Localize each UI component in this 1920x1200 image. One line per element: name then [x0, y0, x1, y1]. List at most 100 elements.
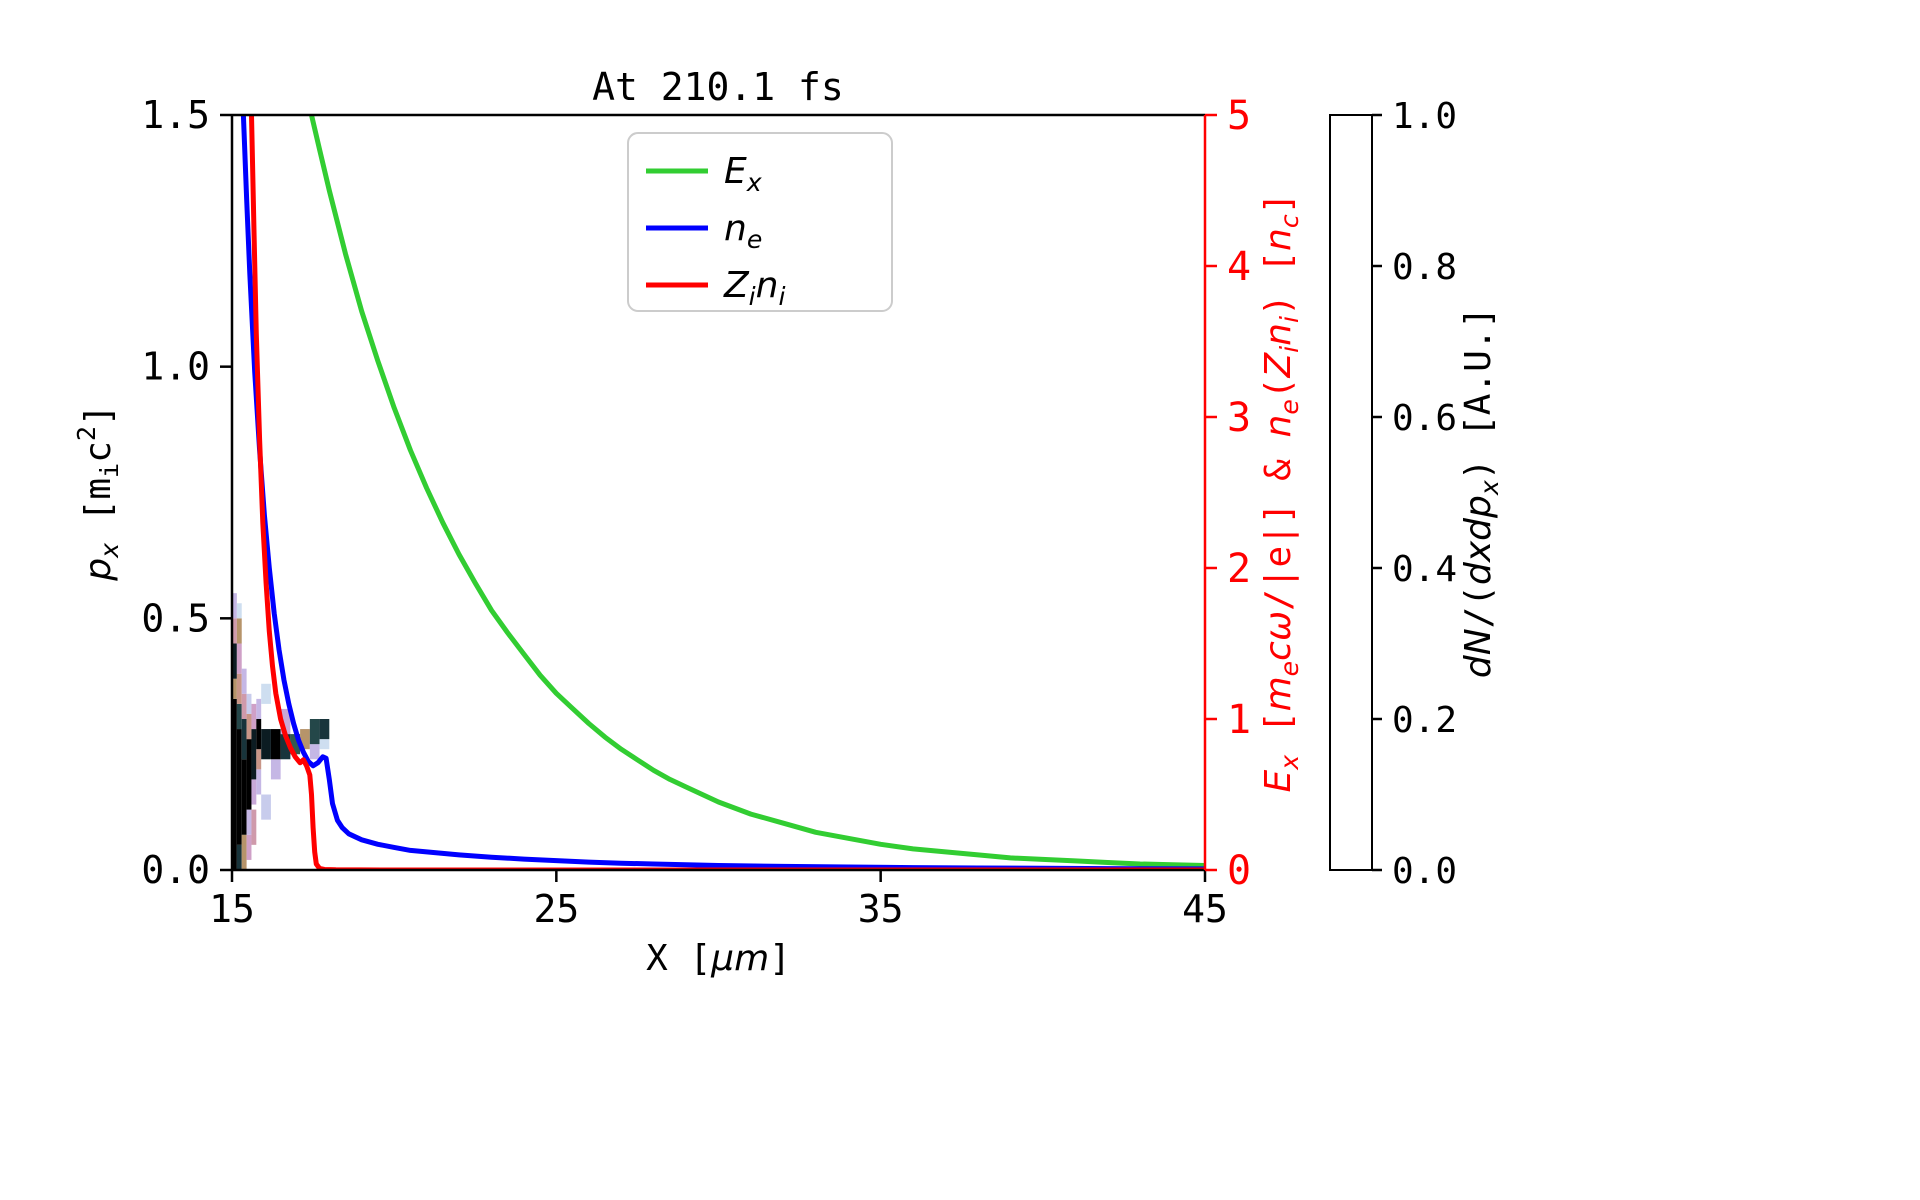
label-segment: c: [78, 441, 119, 463]
label-segment: i: [1275, 316, 1304, 323]
label-segment: E: [1258, 769, 1299, 792]
label-segment: /(: [1458, 585, 1499, 628]
chart-title: At 210.1 fs: [592, 65, 844, 109]
label-segment: [m: [78, 478, 119, 543]
colorbar-tick-label: 0.8: [1392, 247, 1457, 288]
x-axis-label: X [μm]: [646, 938, 791, 979]
label-segment: x: [1475, 479, 1504, 496]
colorbar-tick-label: 0.0: [1392, 851, 1457, 892]
heatmap-cell: [232, 678, 237, 699]
heatmap-cell: [309, 719, 320, 745]
label-segment: i: [95, 463, 124, 478]
label-segment: e: [1275, 399, 1304, 415]
label-segment: ]: [1258, 193, 1299, 215]
legend-box: [627, 132, 893, 312]
label-segment: Z: [723, 265, 750, 306]
heatmap-cell: [319, 739, 330, 750]
heatmap-cell: [256, 769, 262, 795]
colorbar-label: dN/(dxdpx) [A.U.]: [1458, 307, 1504, 678]
heatmap-cell: [241, 759, 247, 835]
heatmap-cell: [232, 593, 237, 619]
y-right-tick-label: 5: [1227, 93, 1251, 139]
heatmap-cell: [241, 693, 247, 719]
series-line-Ex: [308, 115, 1205, 868]
heatmap-cell: [251, 809, 257, 845]
label-segment: E: [724, 151, 747, 192]
heatmap-cell: [261, 729, 271, 760]
y-right-tick-label: 0: [1227, 848, 1251, 894]
heatmap-cell: [261, 794, 271, 820]
y-right-tick-label: 2: [1227, 546, 1251, 592]
heatmap-cell: [261, 683, 271, 704]
heatmap-cell: [246, 809, 252, 835]
label-segment: ) [A.U.]: [1458, 307, 1499, 480]
label-segment: μm: [710, 938, 769, 979]
label-segment: n: [756, 265, 779, 306]
heatmap-cell: [236, 673, 242, 704]
legend-label-ne: ne: [724, 208, 762, 254]
heatmap-cell: [232, 618, 237, 644]
label-segment: Z: [1258, 351, 1299, 378]
label-segment: p: [78, 558, 119, 582]
label-segment: e: [1275, 661, 1304, 677]
label-segment: ) [: [1258, 251, 1299, 316]
series-line-ne: [240, 115, 1205, 870]
heatmap-cell: [236, 703, 242, 730]
colorbar: 0.0 0.2 0.4 0.6 0.8 1.0 dN/(dxdpx) [A.U.]: [1329, 96, 1504, 892]
heatmap-cell: [232, 698, 237, 870]
series-line-Zini: [248, 115, 1205, 870]
x-tick-label: 25: [533, 887, 579, 931]
label-segment: 2: [72, 426, 101, 441]
colorbar-swatch: [1329, 114, 1373, 871]
heatmap-cell: [280, 708, 291, 735]
label-segment: dN: [1458, 628, 1499, 678]
y-left-axis-label: px [mic2]: [72, 404, 124, 582]
label-segment: [: [1258, 711, 1299, 754]
label-segment: ]: [78, 404, 119, 426]
label-segment: c: [1258, 641, 1299, 661]
heatmap-cell: [236, 603, 242, 619]
y-right-tick-label: 1: [1227, 697, 1251, 743]
heatmap-cell: [256, 698, 262, 719]
label-segment: e: [747, 225, 763, 254]
label-segment: (: [1258, 377, 1299, 399]
legend-label-Ex: Ex: [724, 151, 763, 197]
y-right-tick-label: 3: [1227, 395, 1251, 441]
heatmap-cell: [270, 729, 281, 760]
label-segment: x: [1275, 754, 1304, 771]
label-segment: dxdp: [1458, 495, 1499, 585]
heatmap-cell: [251, 779, 257, 805]
heatmap-cell: [251, 703, 257, 730]
heatmap-cell: [236, 844, 242, 870]
heatmap-cell: [241, 834, 247, 870]
heatmap-cell: [236, 643, 242, 674]
label-segment: i: [749, 282, 756, 311]
legend-label-Zini: Zini: [723, 265, 786, 311]
x-tick-label: 15: [209, 887, 255, 931]
heatmap-cell: [256, 749, 262, 770]
heatmap-cell: [246, 713, 252, 740]
heatmap-cell: [241, 719, 247, 760]
colorbar-tick-label: 0.6: [1392, 398, 1457, 439]
heatmap-cell: [236, 618, 242, 644]
heatmap-cell: [232, 643, 237, 679]
heatmap-cell: [300, 729, 310, 750]
label-segment: c: [1275, 214, 1304, 228]
label-segment: i: [779, 282, 786, 311]
label-segment: i: [1275, 346, 1304, 353]
heatmap-cell: [270, 759, 281, 780]
heatmap-cell: [280, 734, 291, 760]
label-segment: n: [1258, 323, 1299, 346]
label-segment: n: [724, 208, 747, 249]
colorbar-tick-label: 0.4: [1392, 549, 1457, 590]
label-segment: x: [746, 168, 763, 197]
label-segment: x: [95, 542, 124, 559]
y-right-axis-label: Ex [mecω/|e|] & ne(Zini) [nc]: [1258, 193, 1304, 793]
heatmap-cell: [319, 719, 330, 740]
y-left-tick-label: 0.0: [141, 848, 210, 892]
label-segment: n: [1258, 415, 1299, 438]
